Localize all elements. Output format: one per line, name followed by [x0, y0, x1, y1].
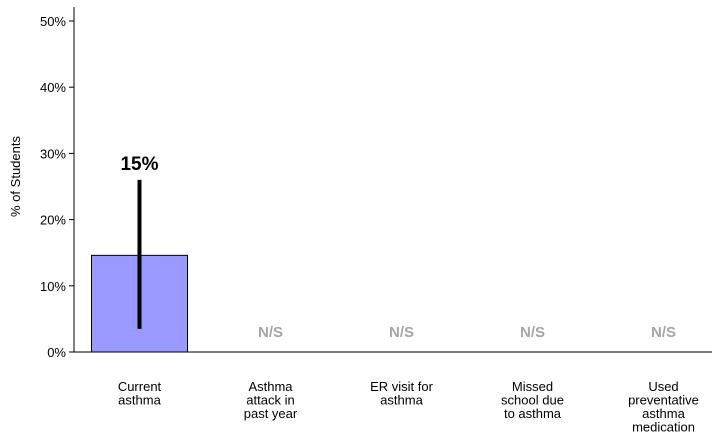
- x-category-label: Missed school due to asthma: [501, 379, 564, 421]
- y-tick-label: 30%: [40, 146, 66, 161]
- x-category-label: ER visit for asthma: [370, 379, 434, 408]
- ns-label: N/S: [258, 324, 283, 341]
- x-category-label: Current asthma: [118, 379, 162, 408]
- y-axis-title: % of Students: [8, 136, 23, 217]
- x-category-label: Used preventative asthma medication: [628, 379, 699, 435]
- y-tick-label: 10%: [40, 279, 66, 294]
- ns-label: N/S: [520, 324, 545, 341]
- ns-label: N/S: [651, 324, 676, 341]
- y-tick-label: 20%: [40, 213, 66, 228]
- data-label: 15%: [120, 154, 158, 175]
- y-tick-label: 40%: [40, 80, 66, 95]
- x-axis-category-labels: Current asthma Asthma attack in past year ER …: [118, 379, 699, 435]
- y-tick-label: 0%: [47, 345, 66, 360]
- x-category-label: Asthma attack in past year: [244, 379, 298, 421]
- y-axis-ticks: 0% 10% 20% 30% 40% 50%: [40, 14, 74, 360]
- data-labels: 15% N/S N/S N/S N/S: [120, 154, 676, 341]
- ns-label: N/S: [389, 324, 414, 341]
- y-tick-label: 50%: [40, 14, 66, 29]
